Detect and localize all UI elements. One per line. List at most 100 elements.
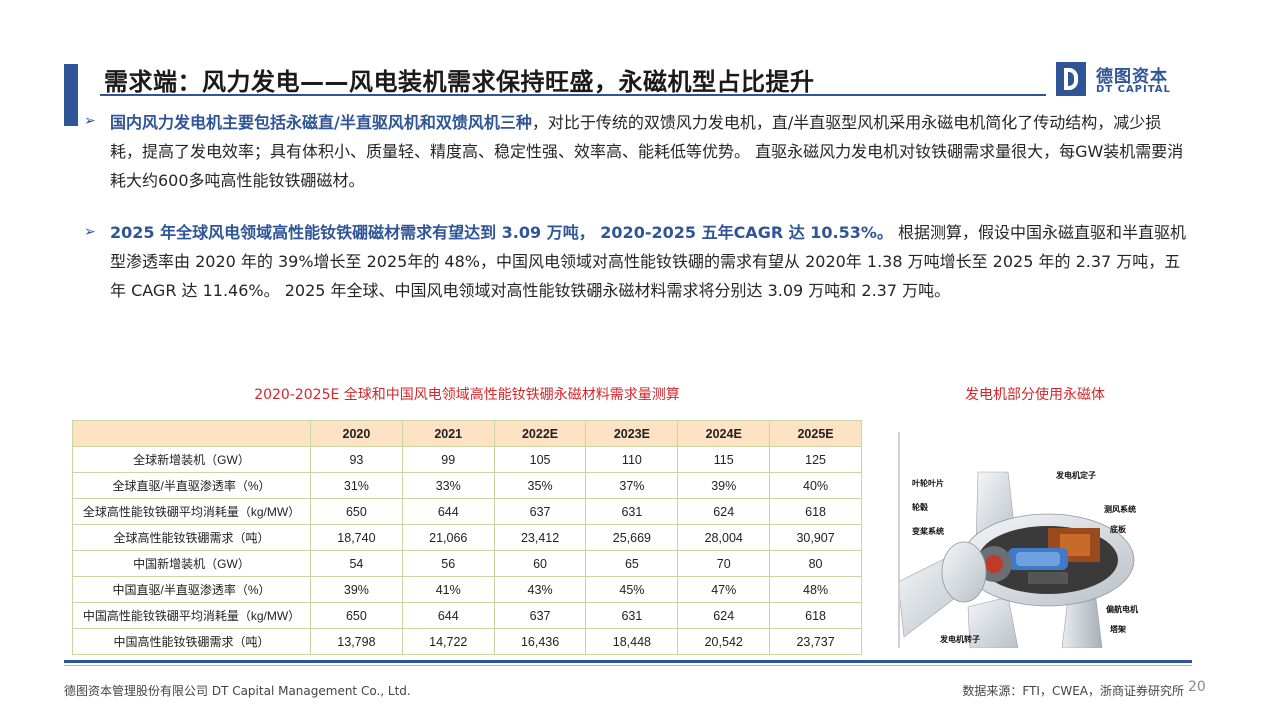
bullet-1-highlight: 国内风力发电机主要包括永磁直/半直驱风机和双馈风机三种: [110, 113, 532, 132]
table-row: 全球高性能钕铁硼平均消耗量（kg/MW） 650 644 637 631 624 618: [72, 498, 862, 525]
table-cell: 21,066: [401, 524, 495, 551]
label-wind: 测风系统: [1104, 505, 1136, 514]
table-cell: 644: [401, 602, 495, 629]
table-row: 全球高性能钕铁硼需求（吨） 18,740 21,066 23,412 25,669 28,…: [72, 524, 862, 551]
figure-title: 发电机部分使用永磁体: [965, 387, 1105, 403]
title-underline: [100, 94, 1046, 96]
table-cell: 39%: [310, 576, 403, 603]
table-row: 中国直驱/半直驱渗透率（%） 39% 41% 43% 45% 47% 48%: [72, 576, 862, 603]
wind-turbine-diagram: 叶轮叶片 轮毂 变桨系统 发电机定子 测风系统 底板 偏航电机 塔架 发电机转子: [897, 432, 1148, 649]
table-cell: 13,798: [310, 628, 403, 655]
table-cell: 65: [585, 550, 679, 577]
table-cell: 105: [493, 446, 587, 473]
bullet-paragraph-2: 2025 年全球风电领域高性能钕铁硼磁材需求有望达到 3.09 万吨， 2020…: [110, 218, 1190, 305]
table-header-corner: [72, 420, 311, 447]
table-cell: 28,004: [677, 524, 771, 551]
table-cell: 31%: [310, 472, 403, 499]
row-label: 中国新增装机（GW）: [72, 550, 311, 577]
table-row: 全球新增装机（GW） 93 99 105 110 115 125: [72, 446, 862, 473]
table-cell: 37%: [585, 472, 679, 499]
table-cell: 43%: [493, 576, 587, 603]
label-hub: 轮毂: [912, 503, 928, 512]
label-base: 底板: [1110, 525, 1126, 534]
label-pitch: 变桨系统: [912, 527, 944, 536]
table-cell: 70: [677, 550, 771, 577]
table-cell: 14,722: [401, 628, 495, 655]
table-cell: 45%: [585, 576, 679, 603]
table-cell: 650: [310, 602, 403, 629]
table-cell: 40%: [769, 472, 862, 499]
table-cell: 618: [769, 602, 862, 629]
table-cell: 80: [769, 550, 862, 577]
row-label: 中国高性能钕铁硼需求（吨）: [72, 628, 311, 655]
bullet-paragraph-1: 国内风力发电机主要包括永磁直/半直驱风机和双馈风机三种，对比于传统的双馈风力发电…: [110, 108, 1190, 195]
table-cell: 47%: [677, 576, 771, 603]
table-row: 中国新增装机（GW） 54 56 60 65 70 80: [72, 550, 862, 577]
row-label: 全球新增装机（GW）: [72, 446, 311, 473]
table-cell: 125: [769, 446, 862, 473]
bullet-1-text: ，对比于传统的双馈风力发电机，直/半直驱型风机采用永磁电机简化了传动结构，减少损…: [110, 113, 1184, 190]
table-cell: 618: [769, 498, 862, 525]
table-cell: 54: [310, 550, 403, 577]
logo-cn-text: 德图资本: [1096, 67, 1168, 87]
table-cell: 41%: [401, 576, 495, 603]
row-label: 全球直驱/半直驱渗透率（%）: [72, 472, 311, 499]
label-blade: 叶轮叶片: [912, 479, 944, 488]
logo-mark-icon: [1056, 62, 1086, 96]
page-number: 20: [1188, 679, 1206, 695]
wind-turbine-illustration: [897, 471, 1135, 649]
table-cell: 33%: [401, 472, 495, 499]
table-row: 中国高性能钕铁硼平均消耗量（kg/MW） 650 644 637 631 624 618: [72, 602, 862, 629]
table-cell: 110: [585, 446, 679, 473]
bullet-2-highlight: 2025 年全球风电领域高性能钕铁硼磁材需求有望达到 3.09 万吨， 2020…: [110, 223, 893, 242]
table-cell: 16,436: [493, 628, 587, 655]
table-cell: 56: [401, 550, 495, 577]
table-cell: 23,412: [493, 524, 587, 551]
table-cell: 35%: [493, 472, 587, 499]
table-cell: 99: [401, 446, 495, 473]
label-stator: 发电机定子: [1056, 471, 1096, 480]
footer-rule: [64, 660, 1192, 663]
title-accent-bar: [64, 64, 78, 126]
table-cell: 25,669: [585, 524, 679, 551]
table-header-cell: 2023E: [585, 420, 679, 447]
table-row: 全球直驱/半直驱渗透率（%） 31% 33% 35% 37% 39% 40%: [72, 472, 862, 499]
table-cell: 93: [310, 446, 403, 473]
footer-rule-thin: [64, 665, 1192, 666]
table-cell: 631: [585, 602, 679, 629]
label-tower: 塔架: [1110, 625, 1126, 634]
bullet-2-text: 根据测算，假设中国永磁直驱和半直驱机型渗透率由 2020 年的 39%增长至 2…: [110, 223, 1187, 300]
table-cell: 650: [310, 498, 403, 525]
label-yaw: 偏航电机: [1106, 605, 1138, 614]
table-row: 中国高性能钕铁硼需求（吨） 13,798 14,722 16,436 18,448 20,…: [72, 628, 862, 655]
page-title: 需求端：风力发电——风电装机需求保持旺盛，永磁机型占比提升: [104, 68, 815, 96]
table-cell: 115: [677, 446, 771, 473]
table-cell: 637: [493, 602, 587, 629]
table-cell: 624: [677, 498, 771, 525]
footer-company: 德图资本管理股份有限公司 DT Capital Management Co., …: [64, 684, 411, 698]
row-label: 全球高性能钕铁硼需求（吨）: [72, 524, 311, 551]
row-label: 全球高性能钕铁硼平均消耗量（kg/MW）: [72, 498, 311, 525]
table-header-cell: 2021: [401, 420, 495, 447]
table-cell: 644: [401, 498, 495, 525]
footer-source: 数据来源：FTI，CWEA，浙商证券研究所: [962, 684, 1184, 698]
label-rotor: 发电机转子: [940, 635, 980, 644]
row-label: 中国直驱/半直驱渗透率（%）: [72, 576, 311, 603]
table-cell: 60: [493, 550, 587, 577]
table-header-cell: 2022E: [493, 420, 587, 447]
table-cell: 18,740: [310, 524, 403, 551]
demand-table: 2020 2021 2022E 2023E 2024E 2025E 全球新增装机（GW） 9…: [72, 420, 862, 655]
table-cell: 18,448: [585, 628, 679, 655]
bullet-arrow-icon: ➢: [84, 113, 96, 129]
logo-en-text: DT CAPITAL: [1096, 84, 1171, 95]
table-header-cell: 2024E: [677, 420, 771, 447]
table-header-cell: 2025E: [769, 420, 862, 447]
figure-frame-line: [898, 432, 900, 648]
table-cell: 39%: [677, 472, 771, 499]
table-cell: 48%: [769, 576, 862, 603]
table-cell: 23,737: [769, 628, 862, 655]
table-cell: 631: [585, 498, 679, 525]
table-cell: 20,542: [677, 628, 771, 655]
table-cell: 30,907: [769, 524, 862, 551]
row-label: 中国高性能钕铁硼平均消耗量（kg/MW）: [72, 602, 311, 629]
